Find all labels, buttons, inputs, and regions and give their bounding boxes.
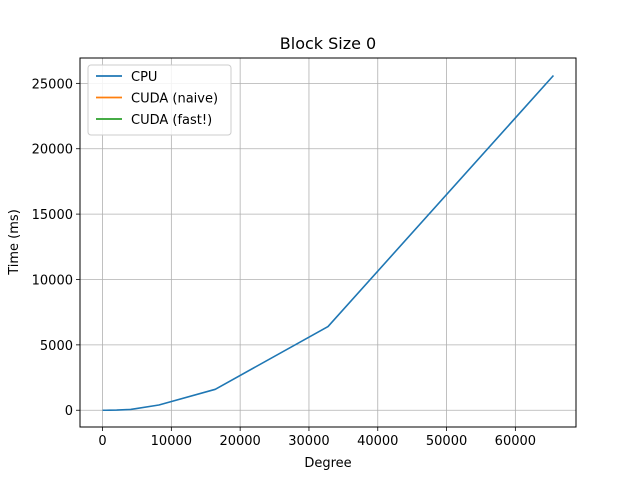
chart-title: Block Size 0: [280, 34, 376, 53]
legend-label: CUDA (fast!): [131, 113, 212, 128]
x-axis: 0 10000 20000 30000 40000 50000 60000: [98, 427, 536, 449]
x-tick-label: 60000: [495, 434, 536, 449]
x-tick-label: 0: [98, 434, 106, 449]
y-tick-label: 15000: [32, 208, 73, 223]
y-tick-label: 10000: [32, 273, 73, 288]
grid: [80, 58, 576, 427]
y-axis-label: Time (ms): [7, 209, 22, 276]
x-tick-label: 10000: [151, 434, 192, 449]
legend-label: CUDA (naive): [131, 92, 218, 107]
y-tick-label: 5000: [40, 339, 73, 354]
legend-box: [87, 64, 232, 136]
y-axis: 0 5000 10000 15000 20000 25000: [32, 77, 80, 419]
legend: CPU CUDA (naive) CUDA (fast!): [87, 64, 232, 136]
plot-frame: [79, 57, 577, 428]
x-tick-label: 40000: [357, 434, 398, 449]
y-tick-label: 0: [65, 404, 73, 419]
x-tick-label: 20000: [219, 434, 260, 449]
y-tick-label: 20000: [32, 143, 73, 158]
series-layer: [101, 74, 555, 412]
x-tick-label: 30000: [288, 434, 329, 449]
x-axis-label: Degree: [304, 456, 351, 471]
y-tick-label: 25000: [32, 77, 73, 92]
x-tick-label: 50000: [426, 434, 467, 449]
legend-label: CPU: [131, 70, 157, 85]
series-line-cpu: [101, 74, 555, 412]
